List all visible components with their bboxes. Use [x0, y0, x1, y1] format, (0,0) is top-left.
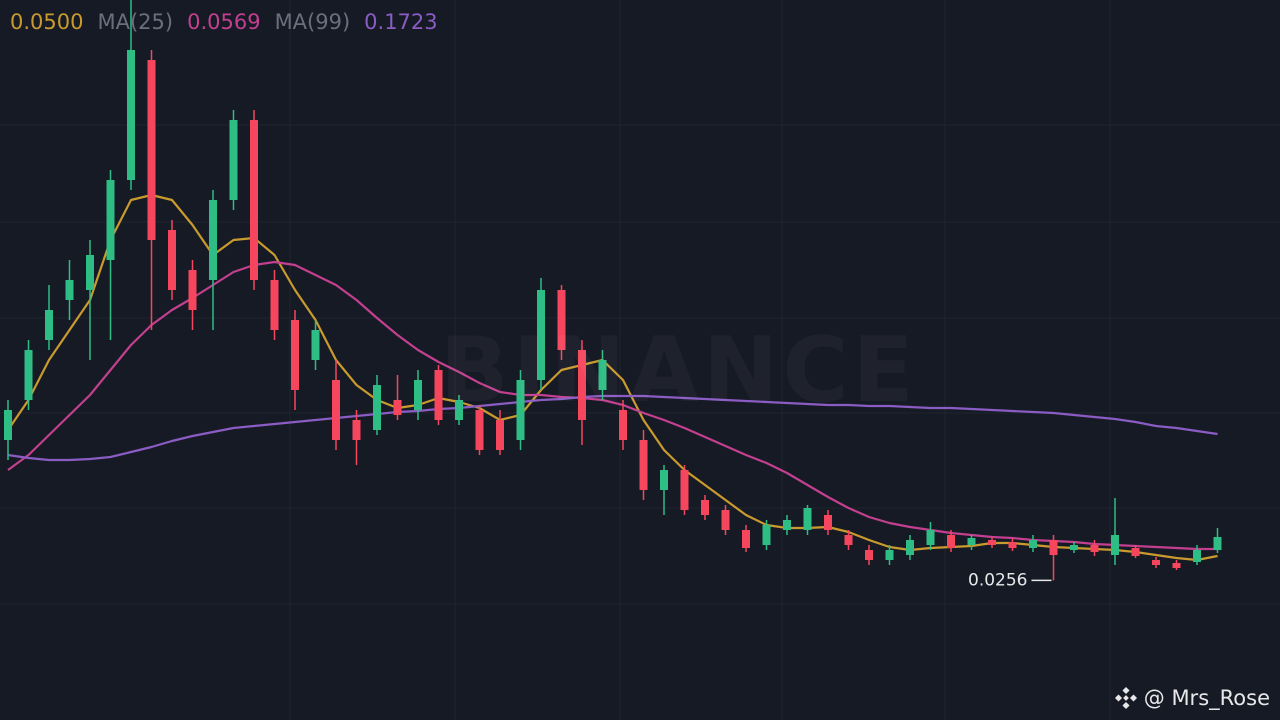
candle-body — [1008, 542, 1017, 548]
candle-body — [1070, 545, 1078, 550]
candle-body — [352, 420, 361, 440]
legend: 0.0500 MA(25) 0.0569 MA(99) 0.1723 — [10, 10, 438, 34]
legend-value: 0.0569 — [187, 10, 261, 34]
candle-body — [701, 500, 709, 515]
candle-body — [680, 470, 689, 510]
candle-body — [332, 380, 340, 440]
candle-body — [557, 290, 566, 350]
candle-body — [147, 60, 156, 240]
candle-body — [824, 515, 832, 530]
candle-body — [188, 270, 197, 310]
candle-body — [762, 525, 771, 545]
candle-body — [4, 410, 12, 440]
candle-body — [291, 320, 299, 390]
candle-body — [311, 330, 320, 360]
candle-body — [414, 380, 422, 410]
candle-body — [844, 535, 853, 545]
candle-body — [168, 230, 176, 290]
candle-body — [516, 380, 525, 440]
candle-body — [24, 350, 33, 400]
plot-area: 0.0256 — [4, 0, 1222, 590]
candle-body — [721, 510, 730, 530]
candle-body — [537, 290, 545, 380]
candle-body — [578, 350, 586, 420]
credit-text: @ Mrs_Rose — [1143, 686, 1270, 710]
candle-body — [127, 50, 135, 180]
candle-body — [86, 255, 94, 290]
candle-body — [865, 550, 873, 560]
candle-body — [619, 410, 627, 440]
candle-body — [598, 360, 607, 390]
candle-body — [1049, 540, 1058, 555]
candle-body — [496, 420, 504, 450]
candle-body — [660, 470, 668, 490]
candle-body — [1090, 545, 1099, 552]
ma-line — [7, 394, 1218, 462]
candle-body — [250, 120, 258, 280]
candle-body — [1111, 535, 1119, 555]
candle-body — [434, 370, 443, 420]
legend-name: MA(99) — [274, 10, 351, 34]
legend-name: MA(25) — [97, 10, 174, 34]
candle-body — [393, 400, 402, 415]
candle-body — [106, 180, 115, 260]
candle-body — [455, 400, 463, 420]
legend-value: 0.0500 — [10, 10, 84, 34]
candle-body — [1029, 540, 1037, 548]
low-label: 0.0256 — [968, 570, 1027, 590]
candle-body — [967, 538, 976, 545]
candle-body — [373, 385, 381, 430]
candle-body — [639, 440, 648, 490]
candle-body — [947, 535, 955, 548]
candle-body — [475, 410, 484, 450]
candle-body — [906, 540, 914, 555]
candle-body — [1213, 537, 1222, 550]
candle-body — [803, 508, 812, 530]
candle-body — [1152, 560, 1160, 565]
candle-body — [1131, 548, 1140, 556]
candle-body — [885, 550, 894, 560]
candle-body — [1172, 563, 1181, 568]
candle-body — [783, 520, 791, 530]
candle-body — [229, 120, 238, 200]
ma-line — [7, 260, 1218, 551]
candle-body — [742, 530, 750, 548]
watermark: BINANCE — [440, 318, 918, 423]
credit: @ Mrs_Rose — [1114, 686, 1270, 710]
candle-body — [1193, 550, 1201, 562]
candle-body — [926, 530, 935, 545]
candle-body — [209, 200, 217, 280]
legend-value: 0.1723 — [364, 10, 438, 34]
logo-icon — [1114, 686, 1137, 710]
candle-body — [65, 280, 74, 300]
candle-body — [270, 280, 279, 330]
candle-body — [45, 310, 53, 340]
candle-body — [988, 540, 996, 545]
